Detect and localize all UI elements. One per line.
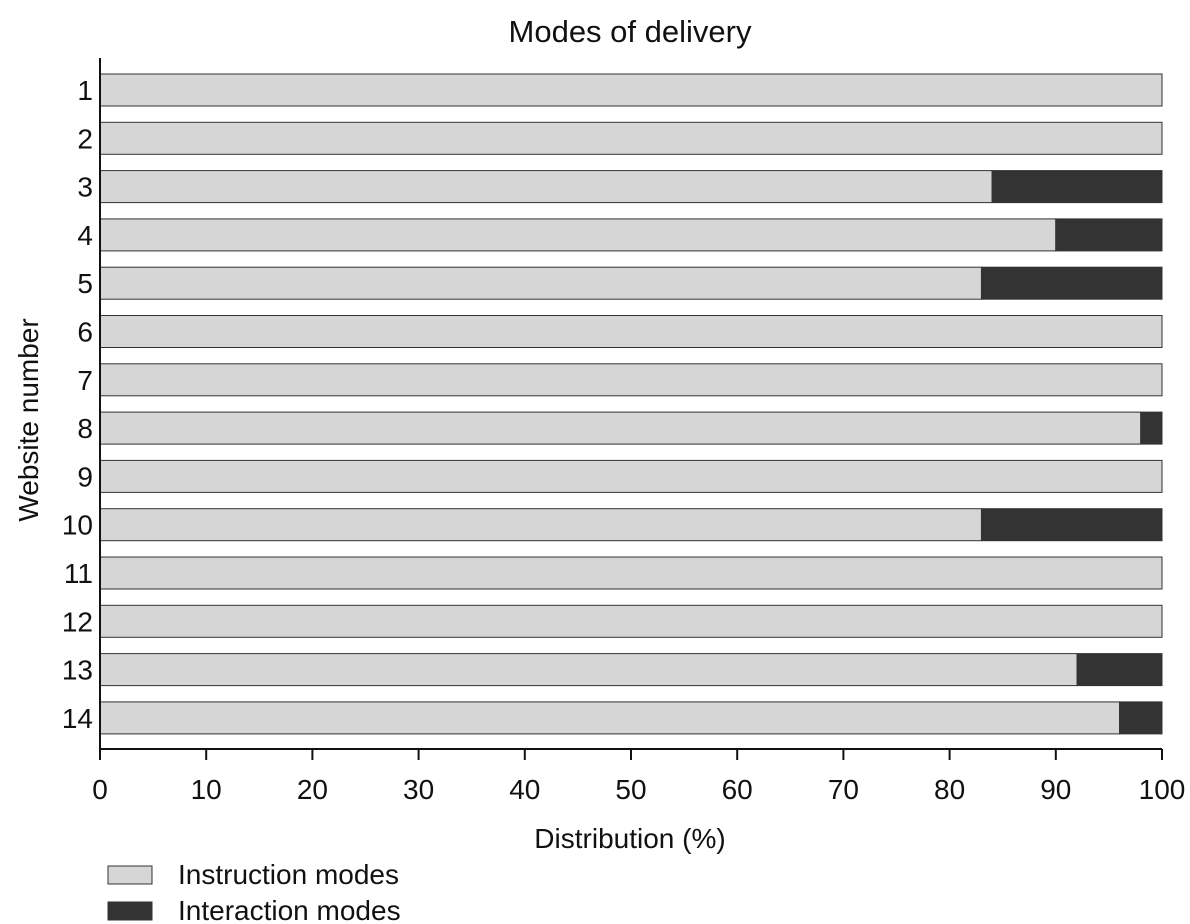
y-tick-label: 3 <box>77 172 93 203</box>
x-tick-label: 50 <box>615 774 646 805</box>
x-tick-label: 0 <box>92 774 108 805</box>
y-tick-label: 6 <box>77 317 93 348</box>
legend-swatch-instruction <box>107 865 153 885</box>
bar-interaction-3 <box>991 170 1163 204</box>
y-tick-label: 7 <box>77 365 93 396</box>
bar-interaction-8 <box>1140 411 1163 445</box>
y-tick-label: 10 <box>62 510 93 541</box>
x-tick-label: 60 <box>722 774 753 805</box>
x-tick-label: 70 <box>828 774 859 805</box>
chart-title: Modes of delivery <box>509 14 752 49</box>
x-tick-label: 90 <box>1040 774 1071 805</box>
bar-instruction-9 <box>99 459 1163 493</box>
bar-instruction-4 <box>99 218 1057 252</box>
y-tick-label: 5 <box>77 268 93 299</box>
bar-instruction-3 <box>99 170 993 204</box>
bar-interaction-10 <box>980 508 1163 542</box>
x-tick-label: 10 <box>191 774 222 805</box>
bar-group <box>99 73 1163 735</box>
y-tick-label: 12 <box>62 606 93 637</box>
bar-instruction-2 <box>99 121 1163 155</box>
x-axis-label: Distribution (%) <box>534 823 725 854</box>
bar-interaction-5 <box>980 266 1163 300</box>
y-tick-label: 11 <box>64 558 93 589</box>
y-axis-label: Website number <box>13 318 44 521</box>
y-tick-label: 1 <box>77 75 93 106</box>
bar-instruction-14 <box>99 701 1121 735</box>
x-tick-label: 30 <box>403 774 434 805</box>
bar-interaction-13 <box>1076 653 1163 687</box>
bar-instruction-12 <box>99 604 1163 638</box>
x-tick-label: 20 <box>297 774 328 805</box>
legend: Instruction modes Interaction modes <box>107 859 401 924</box>
y-tick-label: 2 <box>77 123 93 154</box>
legend-label-interaction: Interaction modes <box>178 895 401 924</box>
x-tick-label: 80 <box>934 774 965 805</box>
bar-instruction-13 <box>99 653 1078 687</box>
y-tick-label: 9 <box>77 461 93 492</box>
bar-interaction-4 <box>1055 218 1163 252</box>
y-tick-label: 4 <box>77 220 93 251</box>
bar-instruction-1 <box>99 73 1163 107</box>
bar-instruction-7 <box>99 363 1163 397</box>
bar-instruction-5 <box>99 266 982 300</box>
bar-interaction-14 <box>1119 701 1163 735</box>
y-tick-label: 8 <box>77 413 93 444</box>
x-ticks: 0 10 20 30 40 50 60 70 80 90 100 <box>92 749 1185 805</box>
bar-instruction-8 <box>99 411 1142 445</box>
bar-instruction-11 <box>99 556 1163 590</box>
legend-swatch-interaction <box>107 901 153 921</box>
y-tick-label: 13 <box>62 655 93 686</box>
x-tick-label: 100 <box>1139 774 1186 805</box>
bar-instruction-6 <box>99 315 1163 348</box>
x-tick-label: 40 <box>509 774 540 805</box>
legend-label-instruction: Instruction modes <box>178 859 399 890</box>
y-tick-label: 14 <box>62 703 93 734</box>
bar-instruction-10 <box>99 508 982 542</box>
